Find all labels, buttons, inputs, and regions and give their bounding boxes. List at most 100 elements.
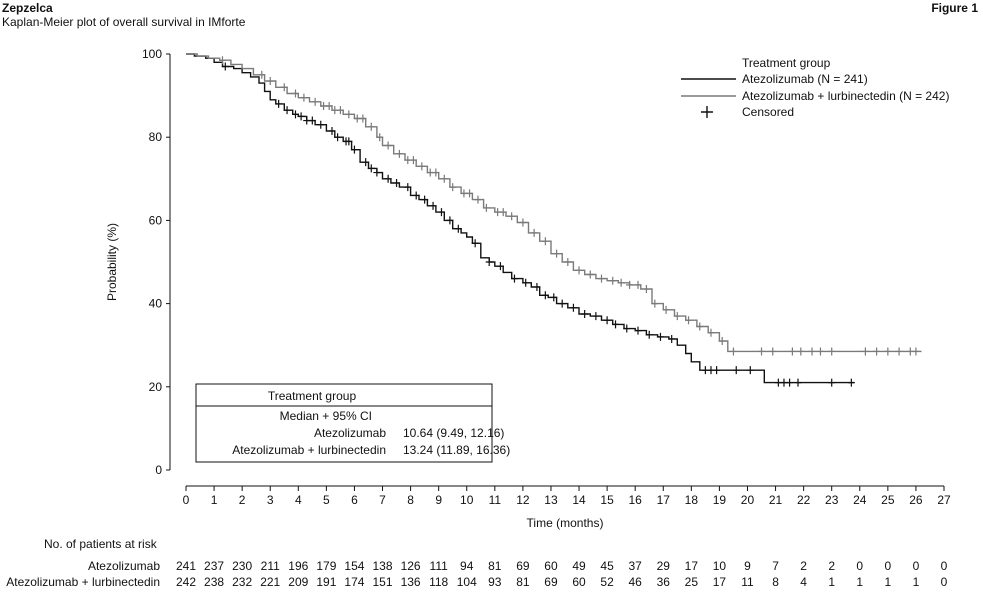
legend-censor-symbol [701,106,713,118]
censor-mark [718,337,726,346]
censor-mark [404,183,412,192]
x-tick-label: 7 [379,493,386,507]
chart-legend: Treatment group Atezolizumab (N = 241) Ate… [681,56,949,119]
summary-box-header: Median + 95% CI [280,409,372,423]
x-tick-label: 15 [600,493,614,507]
censor-mark [345,110,353,119]
at-risk-count: 191 [316,575,336,589]
censor-mark [421,195,429,204]
at-risk-count: 104 [457,575,477,589]
at-risk-count: 60 [544,559,558,573]
y-axis-label: Probability (%) [105,223,119,301]
censor-mark [275,99,283,108]
y-tick-label: 40 [149,297,163,311]
censor-mark [758,347,766,356]
censor-mark [884,347,892,356]
brand-name: Zepzelca [2,1,53,15]
at-risk-count: 29 [657,559,671,573]
censor-mark [581,310,589,318]
x-tick-label: 8 [407,493,414,507]
x-tick-label: 25 [881,493,895,507]
censor-mark [471,239,479,248]
at-risk-count: 242 [176,575,196,589]
at-risk-count: 52 [600,575,614,589]
censor-mark [541,291,549,300]
censor-mark [651,299,659,308]
censor-mark [816,347,824,356]
censor-mark [266,77,274,86]
at-risk-count: 111 [430,559,449,573]
censor-mark [291,110,299,119]
censor-mark [522,278,530,287]
censor-mark [395,149,403,158]
x-tick-label: 12 [516,493,530,507]
censor-mark [732,366,740,375]
censor-mark [466,189,474,198]
km-curve-atezolizumab [186,53,855,384]
censor-mark [474,195,482,204]
censor-mark [788,347,796,356]
summary-row-group: Atezolizumab + lurbinectedin [232,443,386,457]
summary-box-frame [195,383,493,463]
censor-mark [623,324,631,333]
censor-mark [828,347,836,356]
at-risk-count: 36 [657,575,671,589]
summary-row-value: 10.64 (9.49, 12.16) [403,426,504,440]
censor-mark [564,258,572,266]
at-risk-row-label: Atezolizumab + lurbinectedin [6,575,160,589]
summary-row-value: 13.24 (11.89, 16.36) [403,443,510,457]
censor-mark [218,56,226,65]
censor-mark [367,164,375,173]
x-tick-label: 10 [460,493,474,507]
censor-mark [696,322,704,331]
censor-mark [662,305,670,314]
at-risk-count: 237 [204,559,224,573]
censor-mark [384,174,392,183]
legend-entry-atezolizumab: Atezolizumab (N = 241) [742,72,868,86]
censor-mark [328,126,336,135]
x-tick-label: 4 [295,493,302,507]
at-risk-count: 10 [713,559,727,573]
censor-mark [634,326,642,335]
at-risk-count: 2 [828,559,835,573]
x-tick-label: 6 [351,493,358,507]
y-tick-label: 80 [149,130,163,144]
censor-mark [609,276,617,285]
censor-mark [797,347,805,356]
censor-mark [508,212,516,221]
censor-mark [642,285,650,294]
at-risk-count: 1 [828,575,835,589]
censor-mark [454,224,462,233]
at-risk-count: 69 [516,559,530,573]
censor-mark [592,312,600,321]
x-tick-label: 1 [211,493,218,507]
y-tick-label: 20 [149,380,163,394]
at-risk-count: 154 [344,559,364,573]
at-risk-count: 1 [885,575,892,589]
censor-mark [409,156,417,165]
at-risk-count: 118 [429,575,448,589]
summary-row-group: Atezolizumab [314,426,386,440]
y-tick-label: 60 [149,213,163,227]
x-tick-label: 14 [572,493,586,507]
censor-mark [685,316,693,325]
censor-mark [437,208,445,217]
at-risk-count: 211 [261,559,280,573]
x-tick-label: 13 [544,493,558,507]
censor-mark [861,347,869,356]
at-risk-count: 8 [772,575,779,589]
censor-mark [367,122,375,131]
censor-mark [376,133,384,142]
censor-mark [485,258,493,266]
x-tick-label: 5 [323,493,330,507]
censor-mark [786,378,794,387]
x-tick-label: 21 [769,493,783,507]
x-tick-label: 19 [713,493,727,507]
summary-box-title: Treatment group [268,389,357,403]
censor-mark [533,282,541,291]
legend-entry-combo: Atezolizumab + lurbinectedin (N = 242) [742,89,949,103]
censor-marks [218,56,920,387]
at-risk-count: 69 [544,575,558,589]
censor-mark [626,280,634,289]
